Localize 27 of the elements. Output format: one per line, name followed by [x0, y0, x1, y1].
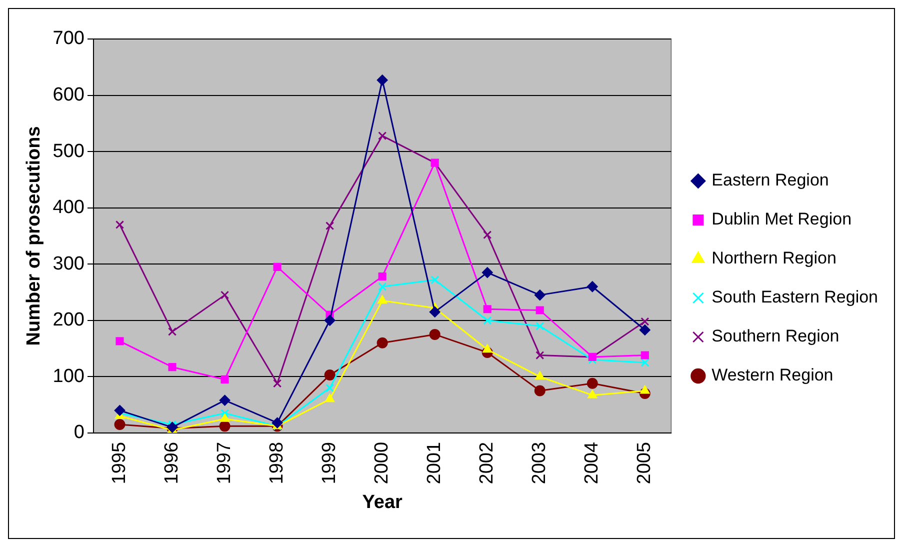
legend-label: South Eastern Region	[712, 288, 878, 307]
x-tick-label: 1995	[108, 442, 130, 484]
y-tick-label: 300	[52, 253, 84, 274]
y-tick-label: 600	[52, 84, 84, 106]
x-tick-label: 1999	[319, 442, 340, 484]
legend-label: Eastern Region	[712, 170, 829, 190]
y-tick-label: 400	[52, 197, 84, 218]
x-tick-label: 2002	[476, 442, 498, 484]
legend-label: Dublin Met Region	[712, 210, 852, 229]
y-tick-label: 700	[52, 28, 84, 50]
x-tick-label: 1998	[266, 442, 288, 484]
y-tick-label: 0	[74, 422, 84, 444]
legend-label: Southern Region	[712, 326, 840, 346]
x-tick-label: 1996	[162, 442, 183, 484]
y-axis-title: Number of prosecutions	[24, 126, 45, 346]
x-tick-label: 2001	[424, 442, 446, 484]
x-tick-label: 1997	[214, 442, 236, 484]
y-tick-label: 100	[52, 366, 84, 387]
x-tick-label: 2005	[634, 442, 656, 484]
x-tick-label: 2003	[529, 442, 550, 484]
y-tick-label: 200	[52, 310, 84, 331]
x-tick-label: 2000	[372, 442, 393, 484]
legend-label: Northern Region	[712, 248, 836, 268]
y-tick-label: 500	[52, 140, 84, 162]
legend-label: Western Region	[712, 366, 834, 385]
x-tick-label: 2004	[582, 442, 603, 484]
x-axis-title: Year	[362, 492, 404, 513]
